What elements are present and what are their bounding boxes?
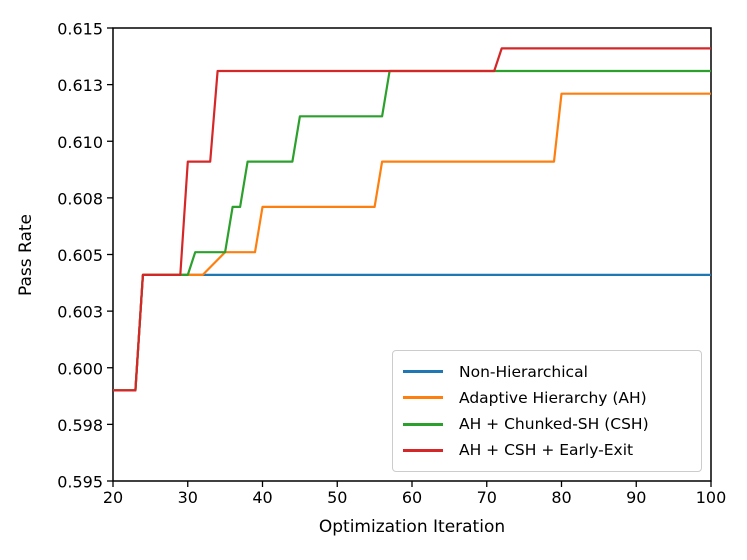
legend-line-sample xyxy=(403,422,443,426)
series-line xyxy=(113,69,711,392)
x-tick-label: 100 xyxy=(696,488,727,507)
y-tick-label: 0.610 xyxy=(57,133,103,152)
legend-line-sample xyxy=(403,448,443,452)
legend-label: AH + Chunked-SH (CSH) xyxy=(459,415,649,434)
x-axis-label: Optimization Iteration xyxy=(318,517,506,537)
legend-line-sample xyxy=(403,370,443,373)
x-tick-label: 60 xyxy=(402,488,422,507)
y-tick-label: 0.603 xyxy=(57,303,103,322)
legend: Non-Hierarchical Adaptive Hierarchy (AH) A… xyxy=(392,350,702,472)
legend-label: AH + CSH + Early-Exit xyxy=(459,441,634,460)
x-tick-label: 70 xyxy=(477,488,497,507)
y-tick-label: 0.605 xyxy=(57,246,103,265)
legend-item: Non-Hierarchical xyxy=(403,359,691,384)
y-tick-label: 0.598 xyxy=(57,416,103,435)
x-tick-label: 80 xyxy=(551,488,571,507)
legend-item: AH + Chunked-SH (CSH) xyxy=(403,412,691,437)
x-tick-label: 30 xyxy=(178,488,198,507)
legend-item: Adaptive Hierarchy (AH) xyxy=(403,385,691,410)
y-axis-label: Pass Rate xyxy=(16,213,36,297)
y-tick-label: 0.615 xyxy=(57,20,103,39)
legend-label: Non-Hierarchical xyxy=(459,362,588,381)
y-tick-label: 0.608 xyxy=(57,189,103,208)
x-tick-label: 50 xyxy=(327,488,347,507)
x-tick-label: 20 xyxy=(103,488,123,507)
y-tick-label: 0.600 xyxy=(57,359,103,378)
legend-item: AH + CSH + Early-Exit xyxy=(403,438,691,463)
series-line xyxy=(113,47,711,392)
x-tick-label: 40 xyxy=(252,488,272,507)
series-line xyxy=(113,92,711,392)
legend-label: Adaptive Hierarchy (AH) xyxy=(459,388,647,407)
y-tick-label: 0.595 xyxy=(57,473,103,492)
plot-border xyxy=(112,27,712,482)
y-tick-label: 0.613 xyxy=(57,76,103,95)
legend-line-sample xyxy=(403,396,443,400)
x-tick-label: 90 xyxy=(626,488,646,507)
